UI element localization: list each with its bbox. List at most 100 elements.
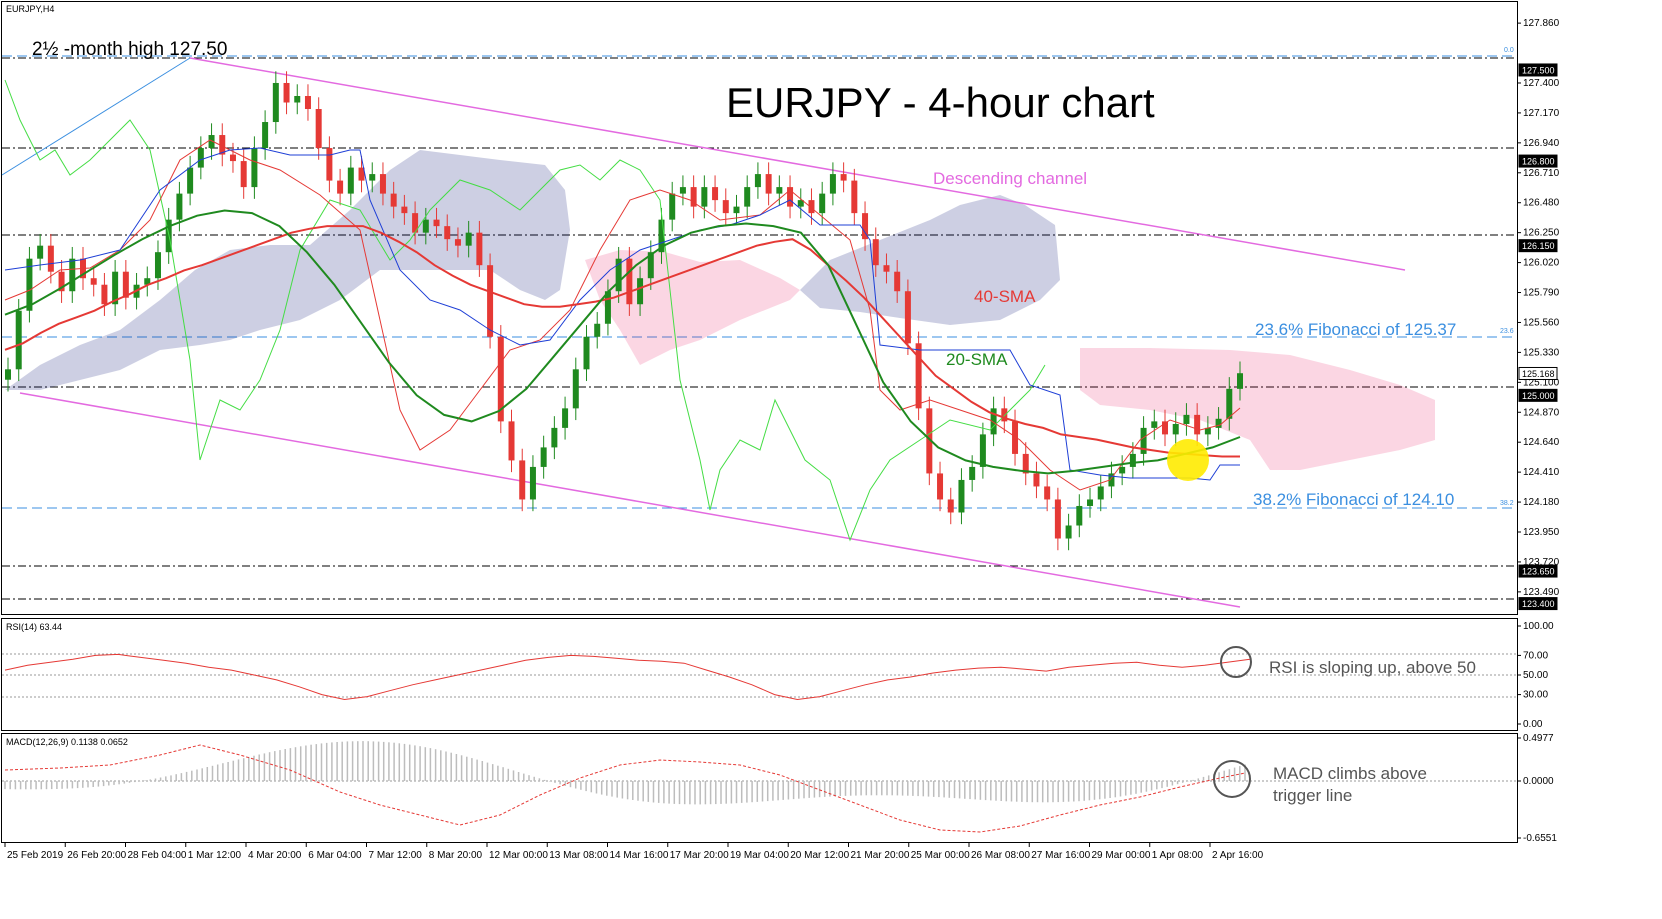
candle-body (347, 167, 354, 194)
sma40-label: 40-SMA (974, 287, 1036, 306)
candle-body (979, 434, 986, 467)
cloud-bearish-b (1080, 348, 1435, 470)
candle-body (819, 193, 826, 214)
price-box-label: 126.800 (1522, 157, 1555, 167)
candle-body (122, 271, 129, 298)
candle-body (251, 148, 258, 188)
candles-layer (5, 71, 1243, 551)
candle-body (1012, 421, 1019, 454)
candle-body (369, 174, 376, 181)
macd-panel-frame (1, 733, 1518, 843)
time-tick-label: 13 Mar 08:00 (549, 850, 608, 861)
price-box-label: 127.500 (1522, 65, 1555, 75)
price-tick-label: 125.330 (1523, 347, 1560, 358)
candle-body (904, 291, 911, 344)
price-box-label: 125.168 (1522, 369, 1555, 379)
rsi-note: RSI is sloping up, above 50 (1269, 658, 1476, 677)
time-tick-label: 1 Apr 08:00 (1152, 850, 1204, 861)
candle-body (304, 95, 311, 110)
macd-tick-label: 0.0000 (1523, 776, 1554, 787)
candle-body (47, 245, 54, 272)
candle-body (712, 187, 719, 201)
price-tick-label: 125.790 (1523, 288, 1560, 299)
candle-body (240, 161, 247, 188)
rsi-tick-label: 100.00 (1523, 621, 1554, 632)
price-tick-label: 126.480 (1523, 198, 1560, 209)
candle-body (626, 258, 633, 305)
candle-body (208, 135, 215, 149)
macd-tick-label: -0.6551 (1523, 833, 1557, 844)
price-box-label: 123.650 (1522, 567, 1555, 577)
candle-body (829, 174, 836, 194)
channel-lower-line (19, 392, 1241, 608)
candle-body (1076, 505, 1083, 526)
candle-body (594, 323, 601, 337)
candle-body (412, 213, 419, 233)
high-annotation: 2½ -month high 127.50 (32, 39, 227, 60)
price-box (1518, 597, 1558, 611)
price-tick-label: 127.860 (1523, 18, 1560, 29)
rsi-tick-label: 30.00 (1523, 690, 1548, 701)
time-tick-label: 17 Mar 20:00 (670, 850, 729, 861)
candle-body (1204, 427, 1211, 435)
candle-body (487, 265, 494, 337)
candle-body (1097, 486, 1104, 500)
candle-body (519, 460, 526, 500)
trend-line-blue (1, 57, 191, 176)
price-box-label: 123.400 (1522, 599, 1555, 609)
price-tick-label: 126.250 (1523, 228, 1560, 239)
fibonacci-lines (2, 55, 1517, 509)
candle-body (744, 187, 751, 207)
price-box-label: 125.000 (1522, 391, 1555, 401)
price-box (1518, 239, 1558, 253)
price-box (1518, 63, 1558, 77)
candle-body (1087, 499, 1094, 506)
rsi-tick-label: 0.00 (1523, 719, 1543, 730)
price-tick-label: 123.950 (1523, 527, 1560, 538)
macd-signal-line (4, 744, 1246, 833)
macd-note-line1: MACD climbs above (1273, 764, 1427, 783)
candle-body (776, 187, 783, 194)
candle-body (15, 310, 22, 370)
time-tick-label: 6 Mar 04:00 (308, 850, 362, 861)
fib236-label: 23.6% Fibonacci of 125.37 (1255, 320, 1456, 339)
price-tick-label: 125.560 (1523, 317, 1560, 328)
candle-body (637, 278, 644, 305)
candle-body (529, 466, 536, 500)
candle-body (379, 174, 386, 194)
channel-upper-line (189, 57, 1406, 271)
time-tick-label: 27 Mar 16:00 (1031, 850, 1090, 861)
price-axis: 127.860 127.400 127.170 126.940 126.710 126.4… (1517, 18, 1560, 598)
candle-body (144, 278, 151, 285)
price-box (1518, 366, 1558, 380)
price-tick-label: 127.400 (1523, 78, 1560, 89)
sma-20-line (4, 209, 1241, 475)
candle-body (883, 265, 890, 272)
candle-body (1065, 525, 1072, 539)
macd-axis: 0.4977 0.0000 -0.6551 (1517, 733, 1557, 844)
macd-panel: MACD climbs above trigger line (2, 741, 1517, 833)
candle-body (658, 219, 665, 253)
candle-body (26, 258, 33, 311)
candle-body (1237, 373, 1243, 389)
channel-label: Descending channel (933, 169, 1087, 188)
candle-body (840, 174, 847, 181)
candle-body (176, 193, 183, 220)
candle-body (604, 291, 611, 324)
candle-body (1162, 421, 1169, 435)
fib236-tag: 23.6 (1500, 328, 1514, 335)
price-panel-frame (1, 1, 1518, 615)
candle-body (401, 206, 408, 214)
time-tick-label: 29 Mar 00:00 (1092, 850, 1151, 861)
candle-body (497, 336, 504, 422)
candle-body (444, 226, 451, 240)
chart-title: EURJPY - 4-hour chart (726, 79, 1155, 126)
time-tick-label: 19 Mar 04:00 (730, 850, 789, 861)
candle-body (1183, 414, 1190, 424)
time-tick-label: 1 Mar 12:00 (188, 850, 242, 861)
price-tick-label: 124.640 (1523, 437, 1560, 448)
sma20-label: 20-SMA (946, 350, 1008, 369)
candle-body (1215, 418, 1222, 428)
time-tick-label: 12 Mar 00:00 (489, 850, 548, 861)
